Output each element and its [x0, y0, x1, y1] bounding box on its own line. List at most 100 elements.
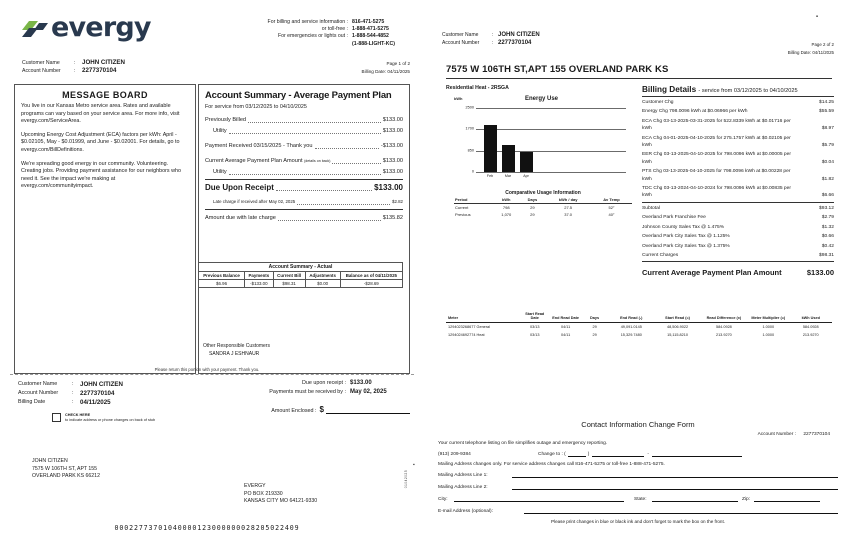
- summary-line: Utility $133.00: [205, 127, 403, 135]
- chart-gridline: [476, 150, 626, 152]
- account-summary-title: Account Summary - Average Payment Plan: [205, 90, 392, 101]
- meter-table: Meter Start Read Date End Read Date Days…: [446, 312, 832, 339]
- meter-header: Start Read (=): [654, 312, 701, 323]
- page-2: ▪ Customer Name : JOHN CITIZEN Account N…: [424, 0, 848, 544]
- city-input[interactable]: [454, 495, 624, 502]
- message-board-paragraph: We're spreading good energy in our commu…: [21, 160, 182, 190]
- late-charge-label: Late charge if received after May 02, 20…: [213, 199, 296, 204]
- summary-line-label: Previously Billed: [205, 117, 247, 123]
- remittance-address: EVERGY PO BOX 219330 KANSAS CITY MO 6412…: [244, 483, 317, 506]
- dollar-sign: $: [319, 405, 324, 414]
- amount-enclosed-input[interactable]: [326, 405, 410, 414]
- page-number: Page 2 of 2: [811, 42, 834, 47]
- chart-x-tick: Apr: [523, 174, 529, 178]
- summary-line-amount: $133.00: [382, 158, 403, 164]
- cmp-cell: 27.5: [564, 205, 573, 210]
- phone-dash: -: [647, 452, 649, 457]
- payment-plan-label: Current Average Payment Plan Amount: [642, 268, 782, 278]
- payment-plan-total: Current Average Payment Plan Amount $133…: [642, 268, 834, 277]
- contact-form-footer: Please print changes in blue or black in…: [550, 519, 725, 524]
- meter-cell: 584.0928: [715, 325, 732, 329]
- zip-input[interactable]: [754, 495, 820, 502]
- dot-leader: [314, 147, 379, 149]
- table-row: 1294024692774 Heat 03/13 04/11 29 15,329…: [446, 331, 832, 339]
- summary-line-amount: $133.00: [382, 117, 403, 123]
- contact-information-change-form: Contact Information Change Form Account …: [438, 420, 838, 524]
- actual-adjustments: $0.00: [304, 279, 341, 288]
- contact-form-account: Account Number : 2277370104: [438, 432, 838, 437]
- summary-line-amount: $133.00: [382, 169, 403, 175]
- account-number-value: 2277370104: [82, 67, 117, 74]
- charge-line: Energy Chg 798.0096 kWh at $0.06966 per …: [642, 108, 834, 115]
- customer-mailing-address: JOHN CITIZEN 7575 W 106TH ST, APT 155 OV…: [32, 458, 100, 481]
- meter-cell: 29: [592, 333, 597, 337]
- address-change-checkbox-group[interactable]: CHECK HERE to indicate address or phone …: [52, 413, 155, 422]
- table-row: Current 798 29 27.5 52°: [454, 204, 632, 212]
- state-label: State:: [634, 497, 647, 502]
- due-upon-receipt-label: Due Upon Receipt: [205, 183, 274, 192]
- late-charge-line: Late charge if received after May 02, 20…: [205, 198, 403, 206]
- billing-details-panel: Billing Details - service from 03/12/202…: [642, 85, 834, 277]
- charge-line: Customer Chg $14.25: [642, 99, 834, 106]
- summary-line: Utility $133.00: [205, 168, 403, 176]
- meter-cell: 04/11: [561, 325, 571, 329]
- tax-line: Johnson County Sales Tax @ 1.475% $1.32: [642, 224, 834, 231]
- address-line: JOHN CITIZEN: [32, 458, 68, 464]
- city-state-zip-row: City: State: Zip:: [438, 495, 838, 502]
- charge-label: PTS Chg 03-13-2025-04-10-2025 for 798.00…: [642, 169, 791, 182]
- phone-prefix-input[interactable]: [592, 450, 645, 457]
- mailing-line1-input[interactable]: [512, 471, 838, 478]
- stub-billing-date-label: Billing Date: [18, 399, 46, 405]
- email-input[interactable]: [524, 507, 838, 514]
- meter-cell: 04/11: [561, 333, 571, 337]
- summary-line-label: Payment Received 03/15/2025 - Thank you: [205, 143, 313, 149]
- tax-line: Overland Park City Sales Tax @ 1.125% $0…: [642, 233, 834, 240]
- check-here-title: CHECK HERE: [65, 413, 91, 417]
- contact-form-title: Contact Information Change Form: [581, 420, 695, 429]
- side-marker: ▪: [413, 462, 415, 468]
- cmp-header: Days: [519, 197, 546, 204]
- charge-amount: $8.97: [821, 126, 834, 132]
- amount-enclosed-field[interactable]: Amount Enclosed : $: [210, 405, 410, 414]
- mailing-line2-label: Mailing Address Line 2:: [438, 485, 488, 490]
- contact-row: (1-888-LIGHT-KC): [232, 41, 410, 48]
- phone-area-input[interactable]: [567, 450, 586, 457]
- stub-due-label: Due upon receipt :: [301, 380, 346, 386]
- account-number-label: Account Number: [442, 40, 480, 46]
- tax-label: Overland Park Franchise Fee: [642, 215, 706, 221]
- chart-x-tick: Feb: [486, 174, 494, 178]
- phone-line-input[interactable]: [651, 450, 742, 457]
- table-row: $6.96 -$133.00 $98.31 $0.00 -$28.69: [197, 279, 404, 288]
- charge-amount: $0.04: [821, 159, 834, 165]
- charge-label: EER Chg 03-13-2025-04-10-2025 for 798.00…: [642, 152, 791, 165]
- billing-details-title: Billing Details - service from 03/12/202…: [642, 85, 834, 97]
- divider: [205, 209, 403, 210]
- mailing-line2-input[interactable]: [512, 483, 838, 490]
- meter-header: Meter: [446, 312, 520, 323]
- charge-amount: $55.59: [819, 109, 834, 115]
- cmp-cell: 29: [530, 212, 535, 217]
- mailing-line1-label: Mailing Address Line 1:: [438, 473, 488, 478]
- meter-header: End Read Date: [550, 312, 582, 323]
- account-summary-period: For service from 03/12/2025 to 04/10/202…: [205, 104, 307, 110]
- comparative-usage-table: Period kWh Days kWh / day Av Temp Curren…: [454, 197, 632, 218]
- address-change-checkbox[interactable]: [52, 413, 61, 422]
- meter-cell: 29: [592, 325, 597, 329]
- cmp-header: kWh / day: [545, 197, 592, 204]
- message-board-paragraph: Upcoming Energy Cost Adjustment (ECA) fa…: [21, 131, 180, 153]
- check-here-text: to indicate address or phone changes on …: [65, 417, 156, 422]
- contact-label: or toll-free :: [321, 26, 348, 33]
- charge-line: EER Chg 03-13-2025-04-10-2025 for 798.00…: [642, 151, 834, 166]
- cmp-cell: 798: [502, 205, 510, 210]
- charge-label: Energy Chg 798.0096 kWh at $0.06966 per …: [642, 109, 748, 115]
- charge-label: TDC Chg 03-13-2024-04-10-2024 for 798.00…: [642, 186, 791, 199]
- cmp-cell: 37.0: [564, 212, 573, 217]
- summary-line-amount: $133.00: [382, 128, 403, 134]
- paren-close: ): [587, 452, 590, 457]
- state-input[interactable]: [652, 495, 738, 502]
- account-summary-actual-table: Account Summary - Actual Previous Balanc…: [197, 262, 404, 288]
- charge-label: ECA Chg 04-01-2025-04-10-2025 for 275.17…: [642, 135, 791, 149]
- meter-cell: 03/13: [530, 333, 540, 337]
- contact-row: For emergencies or lights out : 1-888-54…: [232, 33, 410, 40]
- page-number: Page 1 of 2: [386, 61, 411, 66]
